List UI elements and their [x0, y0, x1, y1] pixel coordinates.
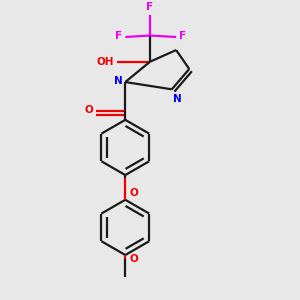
Text: OH: OH	[96, 57, 114, 67]
Text: F: F	[179, 31, 186, 40]
Text: O: O	[130, 188, 138, 197]
Text: N: N	[173, 94, 182, 104]
Text: O: O	[85, 105, 93, 115]
Text: F: F	[115, 31, 122, 40]
Text: O: O	[130, 254, 138, 264]
Text: F: F	[146, 2, 154, 12]
Text: N: N	[114, 76, 122, 85]
